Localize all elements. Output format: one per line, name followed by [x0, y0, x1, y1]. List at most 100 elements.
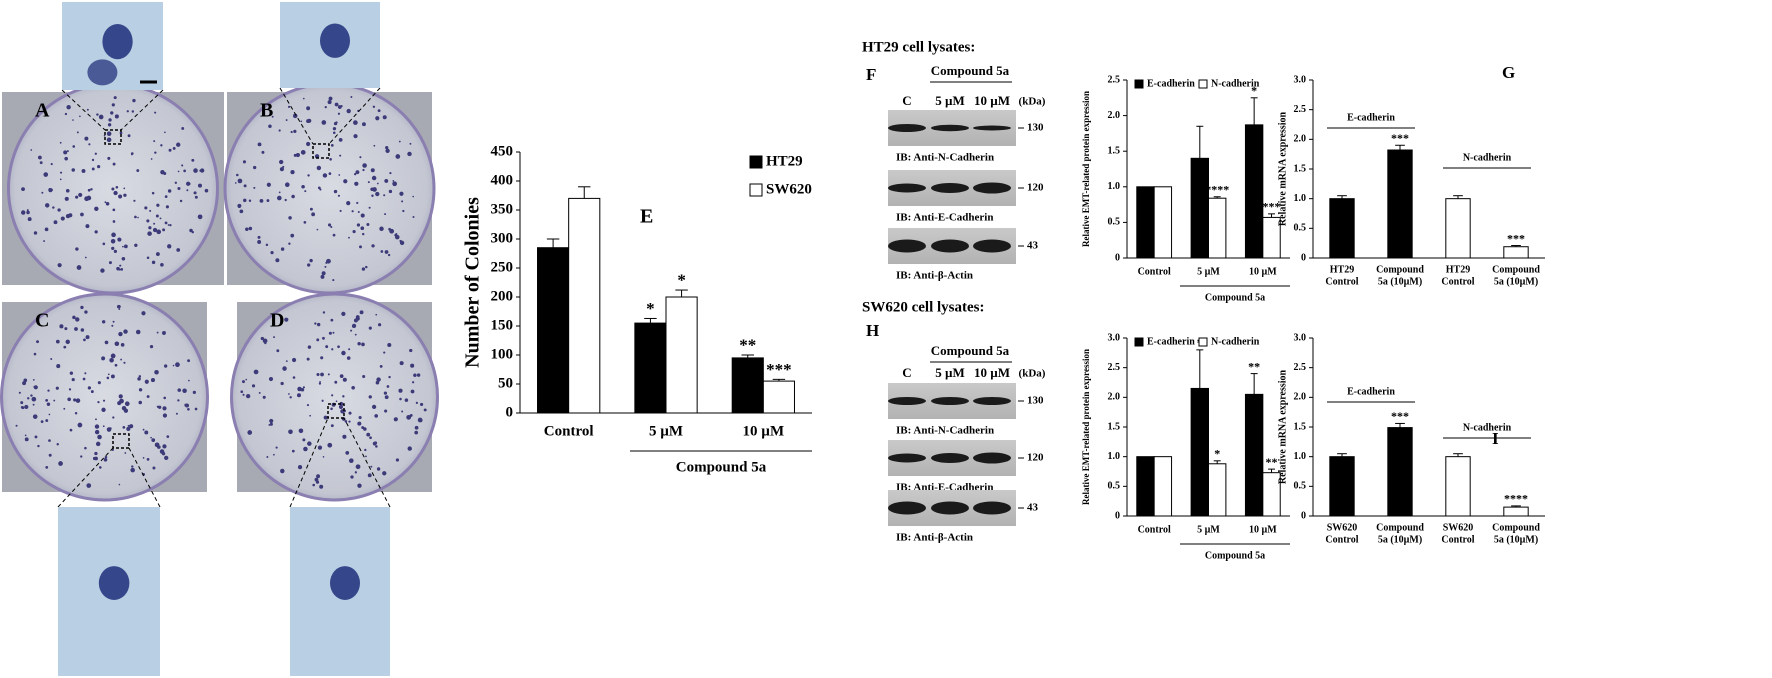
legend-label: SW620	[766, 181, 812, 197]
colony	[306, 357, 310, 361]
panel-label: H	[866, 321, 879, 340]
colony	[339, 154, 342, 157]
bar	[1445, 198, 1471, 259]
colony	[64, 327, 68, 331]
colony	[64, 112, 68, 116]
colony	[343, 179, 348, 184]
colony	[105, 202, 110, 206]
x-tick-label: Control	[1138, 266, 1171, 277]
x-tick-label: 5a (10µM)	[1378, 276, 1422, 287]
colony	[328, 96, 333, 101]
colony	[275, 258, 280, 263]
colony	[41, 191, 44, 194]
bar	[1329, 456, 1355, 517]
colony	[57, 208, 61, 212]
colony	[48, 439, 51, 442]
colony	[131, 465, 134, 468]
colony	[339, 374, 344, 378]
lane-label: 5 µM	[935, 365, 965, 380]
petri-dish	[230, 292, 439, 502]
colony	[157, 445, 161, 449]
colony	[371, 404, 377, 410]
colony	[131, 110, 135, 113]
colony	[119, 264, 122, 267]
colony	[375, 116, 380, 121]
colony	[371, 175, 377, 181]
colony	[26, 210, 30, 215]
colony	[123, 187, 126, 190]
bar	[1190, 387, 1209, 517]
zoom-box	[327, 403, 345, 419]
colony	[183, 169, 186, 173]
colony	[156, 229, 162, 235]
colony	[85, 224, 90, 229]
colony	[144, 430, 149, 435]
colony-zoom	[320, 23, 350, 58]
colony	[176, 142, 181, 147]
colony	[65, 213, 71, 219]
colony	[174, 181, 177, 184]
colony	[365, 265, 368, 269]
colony	[288, 105, 291, 108]
colony	[185, 403, 190, 408]
colony	[275, 446, 278, 449]
colony	[56, 443, 59, 446]
colony	[97, 381, 101, 385]
colony	[330, 225, 333, 229]
colony	[87, 188, 91, 192]
colony	[134, 243, 138, 247]
colony	[130, 467, 135, 473]
colony	[361, 267, 366, 271]
annotation: E-cadherin	[1347, 112, 1395, 123]
colony	[262, 395, 266, 399]
colony	[268, 124, 272, 129]
colony	[327, 442, 333, 448]
colony	[332, 279, 335, 282]
colony	[359, 156, 362, 159]
colony	[172, 364, 175, 367]
colony	[269, 422, 273, 426]
colony	[151, 191, 155, 195]
colony	[45, 465, 49, 469]
colony	[277, 195, 282, 201]
colony	[126, 426, 131, 431]
lane-label: C	[902, 365, 911, 380]
colony	[107, 123, 112, 127]
colony	[290, 233, 295, 238]
colony	[401, 410, 404, 413]
colony	[45, 398, 49, 402]
marker-label: 43	[1027, 502, 1039, 514]
colony	[121, 257, 126, 261]
y-tick-label: 0	[506, 404, 514, 420]
colony	[419, 419, 423, 422]
colony	[415, 401, 418, 405]
colony	[361, 342, 364, 346]
colony	[48, 453, 52, 457]
marker-label: 120	[1027, 452, 1044, 464]
bar	[634, 322, 667, 414]
colony	[101, 356, 106, 361]
colony	[409, 413, 413, 417]
colony	[60, 216, 65, 221]
bar	[1244, 124, 1264, 259]
colony	[132, 98, 136, 103]
legend-swatch	[1134, 79, 1144, 89]
colony	[377, 109, 381, 113]
colony	[50, 162, 53, 166]
colony	[80, 328, 85, 332]
colony	[27, 397, 30, 400]
blot-band	[973, 125, 1011, 131]
colony	[371, 194, 374, 197]
colony	[337, 345, 340, 349]
significance-label: ***	[1391, 409, 1409, 423]
colony	[304, 190, 307, 193]
colony	[154, 369, 159, 375]
colony	[69, 428, 73, 432]
significance-label: ****	[1205, 183, 1229, 197]
colony	[366, 432, 371, 437]
y-axis-label: Relative mRNA expression	[1277, 369, 1288, 484]
colony	[189, 228, 193, 233]
x-tick-label: Compound	[1492, 522, 1540, 533]
colony	[384, 213, 387, 216]
significance-label: ***	[766, 360, 792, 379]
